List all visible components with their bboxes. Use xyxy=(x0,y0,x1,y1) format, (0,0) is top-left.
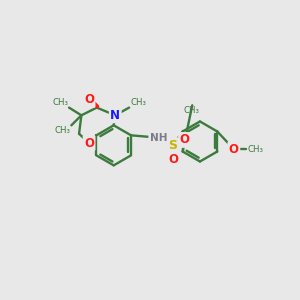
Text: O: O xyxy=(179,134,190,146)
Text: NH: NH xyxy=(150,133,167,142)
Text: O: O xyxy=(84,136,94,149)
Text: CH₃: CH₃ xyxy=(131,98,147,107)
Text: O: O xyxy=(84,93,94,106)
Text: N: N xyxy=(110,109,120,122)
Text: CH₃: CH₃ xyxy=(52,98,68,107)
Text: S: S xyxy=(169,139,178,152)
Text: CH₃: CH₃ xyxy=(248,145,264,154)
Text: O: O xyxy=(229,143,239,156)
Text: O: O xyxy=(168,153,178,166)
Text: CH₃: CH₃ xyxy=(184,106,200,115)
Text: CH₃: CH₃ xyxy=(55,126,70,135)
